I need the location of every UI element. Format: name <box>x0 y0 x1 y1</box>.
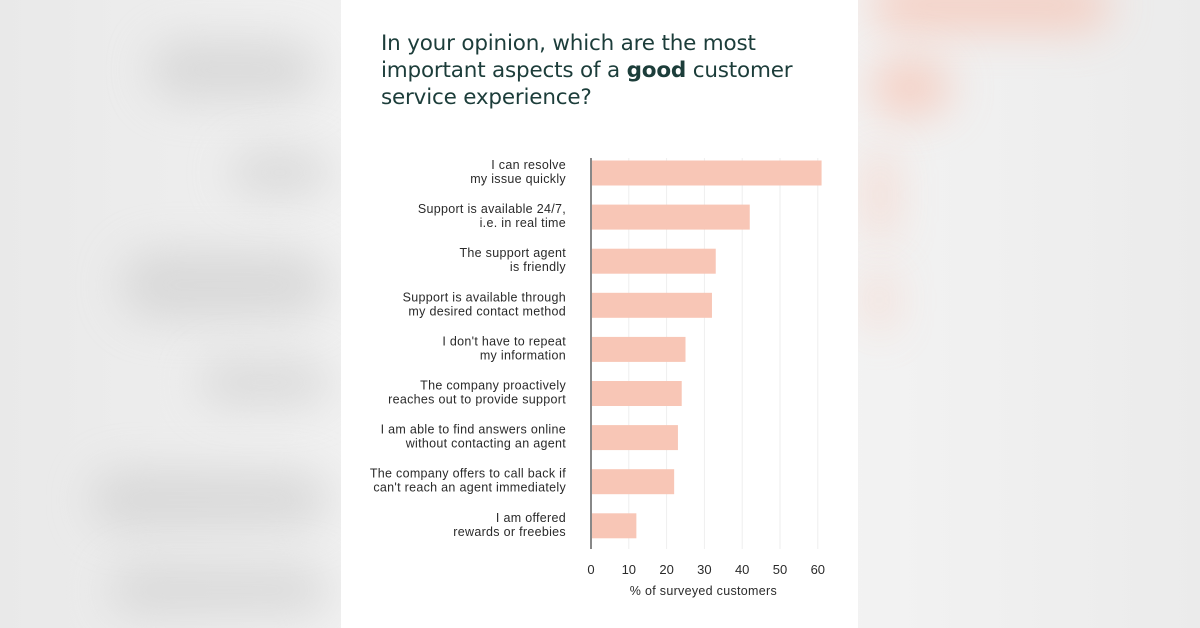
category-label: The support agent <box>459 246 566 260</box>
chart-title: In your opinion, which are the most impo… <box>381 30 841 111</box>
bar <box>592 248 716 274</box>
x-axis-ticks: 0 10 20 30 40 50 60 <box>587 562 825 577</box>
x-tick-label: 40 <box>735 562 749 577</box>
category-label: my information <box>480 348 566 362</box>
bars <box>592 160 822 539</box>
bar <box>592 336 686 362</box>
category-label: Support is available 24/7, <box>418 202 566 216</box>
category-label: my issue quickly <box>470 172 566 186</box>
category-label: is friendly <box>510 260 567 274</box>
category-label: i.e. in real time <box>480 216 566 230</box>
chart-title-end: customer service experience? <box>381 58 793 110</box>
category-label: my desired contact method <box>408 304 566 318</box>
category-label: can't reach an agent immediately <box>373 481 566 495</box>
x-tick-label: 20 <box>659 562 673 577</box>
bar <box>592 469 675 495</box>
bar <box>592 381 682 406</box>
category-label: reaches out to provide support <box>388 393 566 407</box>
x-tick-label: 30 <box>697 562 711 577</box>
chart-title-emphasis: good <box>626 58 687 83</box>
category-label: Support is available through <box>403 290 566 304</box>
chart-card: In your opinion, which are the most impo… <box>341 0 858 628</box>
x-tick-label: 0 <box>587 562 594 577</box>
x-tick-label: 50 <box>773 562 787 577</box>
bar <box>592 160 822 186</box>
category-label: I am offered <box>496 511 566 525</box>
x-tick-label: 60 <box>811 562 825 577</box>
category-label: I don't have to repeat <box>442 334 566 348</box>
bar <box>592 204 750 230</box>
bar <box>592 513 637 539</box>
x-tick-label: 10 <box>622 562 636 577</box>
chart-title-start: In your opinion, which are the most impo… <box>381 31 756 83</box>
bar <box>592 425 678 451</box>
category-label: The company offers to call back if <box>370 467 566 481</box>
x-axis-title: % of surveyed customers <box>630 584 777 598</box>
category-label: I can resolve <box>491 158 566 172</box>
category-label: The company proactively <box>420 379 566 393</box>
category-label: I am able to find answers online <box>381 423 566 437</box>
category-label: rewards or freebies <box>453 525 566 539</box>
bar <box>592 292 712 318</box>
category-label: without contacting an agent <box>405 437 567 451</box>
